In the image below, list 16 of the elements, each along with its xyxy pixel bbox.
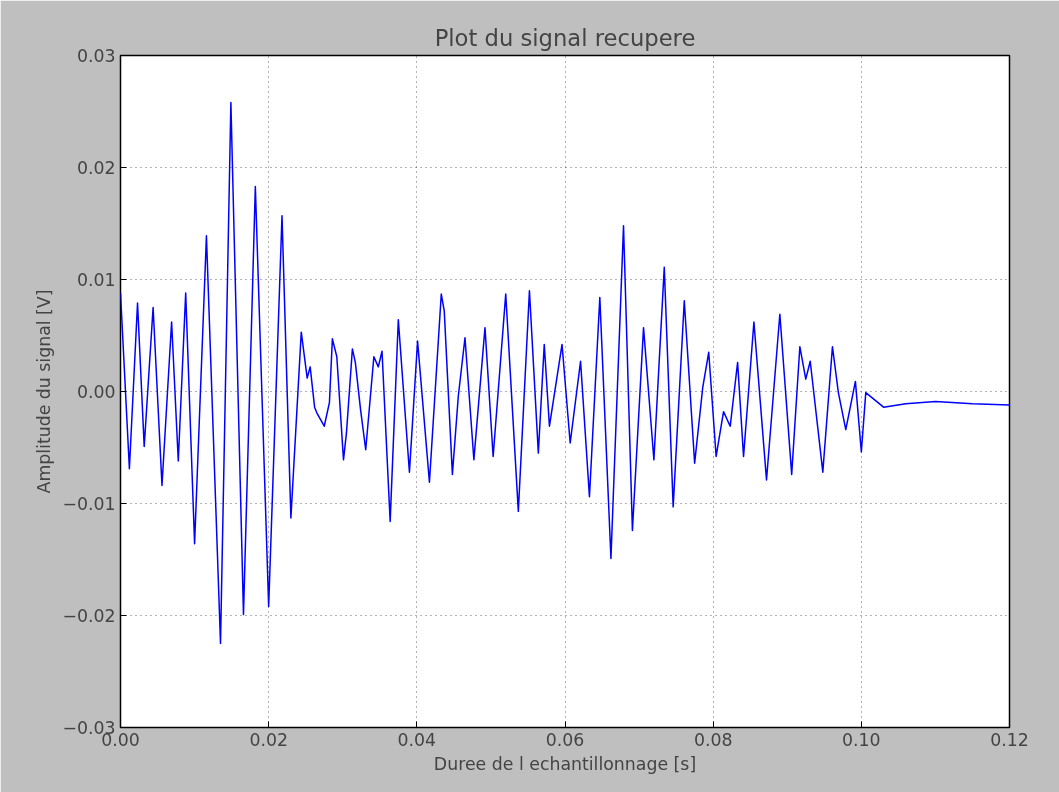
x-tick-label: 0.08 xyxy=(693,729,733,750)
x-tick-label: 0.12 xyxy=(990,729,1029,750)
x-tick-label: 0.06 xyxy=(545,729,585,750)
y-tick-label: −0.02 xyxy=(62,606,116,626)
y-tick-label: 0.03 xyxy=(76,46,116,66)
y-tick-label: −0.01 xyxy=(62,494,116,514)
chart-title: Plot du signal recupere xyxy=(434,24,696,51)
x-tick-label: 0.04 xyxy=(397,729,437,750)
y-tick-label: 0.02 xyxy=(76,158,116,178)
y-tick-label: 0.00 xyxy=(76,382,116,402)
x-tick-label: 0.10 xyxy=(842,729,881,750)
y-tick-label: 0.01 xyxy=(76,270,116,290)
y-axis-title: Amplitude du signal [V] xyxy=(34,289,55,494)
line-series xyxy=(120,101,1010,645)
x-tick-label: 0.02 xyxy=(249,729,288,750)
x-axis-title: Duree de l echantillonnage [s] xyxy=(433,753,697,774)
